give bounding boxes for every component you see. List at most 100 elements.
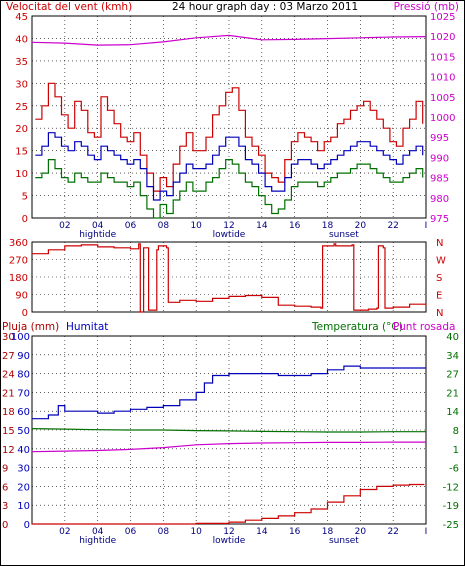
- panel-2-series-pluja-mm-: [32, 483, 425, 525]
- humidity-label: Humitat: [66, 321, 108, 333]
- panel-0-series-minimum: [35, 159, 424, 219]
- panel-2-ytick: 0: [2, 520, 8, 531]
- panel-2-ytick: 50: [17, 426, 30, 437]
- panel-2-ytick: 80: [17, 370, 30, 381]
- panel-0-hour-tick: I: [425, 221, 428, 231]
- panel-2-ytick: 100: [11, 332, 30, 343]
- panel-0-hour-tick: 10: [190, 221, 202, 231]
- panel-2-ytick: 27: [446, 370, 459, 381]
- panel-1-ytick: 180: [9, 273, 28, 284]
- panel-2-ytick: 40: [17, 445, 30, 456]
- panel-0-hour-tick: 04: [92, 221, 104, 231]
- panel-2-hour-tick: 14: [256, 527, 268, 537]
- panel-1-series-direction: [32, 243, 427, 313]
- panel-0-ytick: 0: [22, 214, 28, 225]
- panel-0-event-sunset: sunset: [329, 230, 359, 240]
- panel-2-hour-tick: 02: [59, 527, 70, 537]
- panel-2-hour-tick: 08: [158, 527, 170, 537]
- panel-2-ytick: 34: [446, 351, 459, 362]
- panel-1-compass-label: W: [436, 256, 446, 267]
- dewpoint-label: Punt rosada: [393, 321, 455, 333]
- panel-2-hour-tick: 16: [289, 527, 301, 537]
- panel-2-hour-tick: 04: [92, 527, 104, 537]
- panel-2-ytick: 90: [17, 351, 30, 362]
- panel-2-event-sunset: sunset: [329, 536, 359, 546]
- panel-0-event-hightide: hightide: [79, 230, 116, 240]
- panel-0-ytick: 975: [430, 214, 449, 225]
- panel-2-ytick: 21: [2, 388, 15, 399]
- panel-2-ytick: 6: [2, 482, 8, 493]
- panel-2-ytick: 1: [453, 445, 459, 456]
- panel-0-hour-tick: 06: [125, 221, 137, 231]
- wind-speed-label: Velocitat del vent (kmh): [6, 1, 132, 13]
- panel-1-compass-label: S: [436, 273, 442, 284]
- panel-0-ytick: 1015: [430, 52, 455, 63]
- panel-2-series-temperatura-c-: [31, 428, 426, 433]
- panel-0-ytick: 35: [15, 57, 28, 68]
- panel-2-ytick: 20: [17, 482, 30, 493]
- panel-2-ytick: 60: [17, 407, 30, 418]
- panel-0-hour-tick: 08: [158, 221, 170, 231]
- panel-2-ytick: 3: [2, 501, 8, 512]
- panel-1-compass-label: E: [436, 291, 442, 302]
- pressure-label: Pressió (mb): [394, 1, 459, 13]
- panel-2-event-lowtide: lowtide: [213, 536, 246, 546]
- panel-2-hour-tick: 18: [322, 527, 334, 537]
- panel-1-compass-label: N: [436, 238, 443, 249]
- panel-2-ytick: 0: [24, 520, 30, 531]
- panel-0-ytick: 20: [15, 124, 28, 135]
- panel-2-hour-tick: 22: [387, 527, 398, 537]
- panel-2-hour-tick: 20: [355, 527, 367, 537]
- panel-2-series-humitat: [32, 365, 426, 420]
- panel-0-ytick: 45: [15, 12, 28, 23]
- panel-1-ytick: 270: [9, 256, 28, 267]
- panel-0-ytick: 1000: [430, 113, 455, 124]
- panel-0-series-gust: [35, 82, 424, 192]
- panel-0-ytick: 5: [22, 192, 28, 203]
- panel-2-series-punt-rosada: [31, 441, 426, 453]
- panel-2-hour-tick: 06: [125, 527, 137, 537]
- panel-2-ytick: -12: [443, 482, 459, 493]
- panel-0-hour-tick: 22: [387, 221, 398, 231]
- panel-0-ytick: 10: [15, 169, 28, 180]
- panel-0-hour-tick: 16: [289, 221, 301, 231]
- panel-0-hour-tick: 14: [256, 221, 268, 231]
- panel-2-ytick: 40: [446, 332, 459, 343]
- panel-2-ytick: 15: [2, 426, 15, 437]
- panel-2-ytick: 14: [446, 407, 459, 418]
- panel-0-ytick: 995: [430, 133, 449, 144]
- panel-0-event-lowtide: lowtide: [213, 230, 246, 240]
- panel-0-hour-tick: 18: [322, 221, 334, 231]
- panel-0-ytick: 980: [430, 194, 449, 205]
- panel-2-ytick: -6: [449, 464, 459, 475]
- panel-2-ytick: -25: [443, 520, 459, 531]
- panel-2-ytick: 21: [446, 388, 459, 399]
- panel-0-series-average: [35, 132, 424, 201]
- panel-2-ytick: 24: [2, 370, 15, 381]
- panel-2-ytick: 8: [453, 426, 459, 437]
- panel-0-series-pressure: [31, 34, 427, 46]
- panel-2-ytick: 12: [2, 445, 15, 456]
- panel-0-ytick: 15: [15, 147, 28, 158]
- panel-0-ytick: 25: [15, 102, 28, 113]
- panel-2-ytick: 30: [17, 464, 30, 475]
- panel-0-ytick: 40: [15, 34, 28, 45]
- panel-0-hour-tick: 20: [355, 221, 367, 231]
- panel-0-ytick: 30: [15, 79, 28, 90]
- temperature-label: Temperatura (°C): [311, 321, 403, 333]
- panel-2-ytick: 18: [2, 407, 15, 418]
- panel-2-ytick: 9: [2, 464, 8, 475]
- panel-1-ytick: 0: [22, 308, 28, 319]
- panel-0-ytick: 1020: [430, 32, 455, 43]
- panel-0-ytick: 1025: [430, 12, 455, 23]
- panel-2-ytick: -19: [443, 501, 459, 512]
- panel-2-ytick: 27: [2, 351, 15, 362]
- panel-0-ytick: 1005: [430, 93, 455, 104]
- panel-2-hour-tick: I: [425, 527, 428, 537]
- panel-2-ytick: 70: [17, 388, 30, 399]
- panel-2-ytick: 30: [2, 332, 15, 343]
- graph-title: 24 hour graph day : 03 Marzo 2011: [172, 1, 358, 13]
- panel-1-ytick: 90: [15, 291, 28, 302]
